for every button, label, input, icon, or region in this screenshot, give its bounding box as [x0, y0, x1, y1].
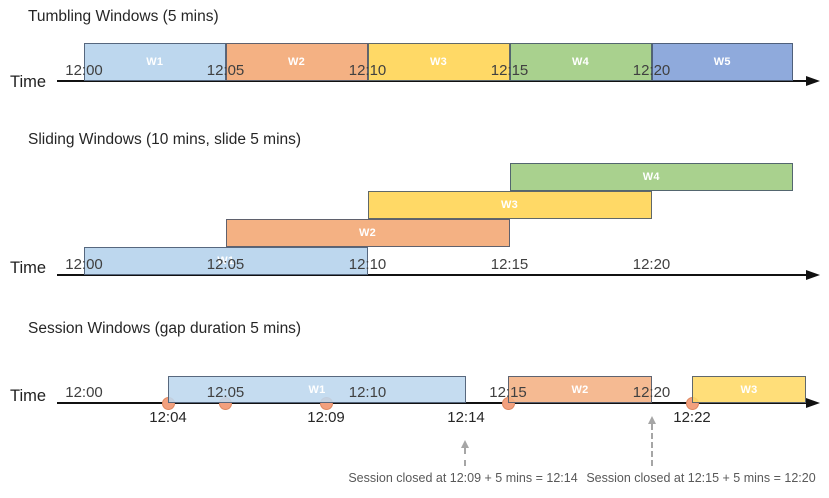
diagram-title: Sliding Windows (10 mins, slide 5 mins) [28, 131, 302, 148]
tick-label: 12:20 [632, 256, 671, 273]
time-axis-label: Time [10, 259, 47, 277]
session-close-arrow-icon [648, 416, 657, 468]
arrow-dashed-tail [651, 424, 653, 466]
tick-label: 12:15 [490, 62, 529, 79]
window-label: W1 [217, 255, 235, 267]
window-box-w4: W4 [509, 163, 793, 191]
arrow-up-head-icon [648, 416, 656, 424]
event-time-label: 12:09 [307, 409, 345, 426]
timeline [57, 274, 806, 276]
arrow-dashed-tail [464, 448, 466, 466]
window-box-w1: W1 [168, 376, 466, 403]
session-close-arrow-icon [461, 440, 470, 468]
event-time-label: 12:14 [447, 409, 485, 426]
timeline-arrowhead-icon [806, 270, 820, 280]
window-label: W4 [571, 56, 590, 68]
tick-label: 12:05 [206, 256, 245, 273]
window-box-w2: W2 [225, 43, 368, 81]
tick-label: 12:15 [489, 384, 527, 401]
window-label: W5 [713, 56, 731, 68]
window-label: W2 [287, 56, 306, 68]
session-annotation: Session closed at 12:09 + 5 mins = 12:14 [348, 471, 578, 485]
window-label: W4 [642, 171, 660, 183]
window-box-w1: W1 [84, 247, 368, 275]
tick-label: 12:05 [206, 384, 245, 401]
window-label: W2 [571, 383, 589, 396]
event-time-label: 12:22 [673, 409, 711, 426]
tick-label: 12:00 [65, 384, 103, 401]
window-label: W2 [358, 227, 377, 239]
window-label: W3 [740, 383, 758, 396]
timeline-arrowhead-icon [806, 76, 820, 86]
window-label: W3 [500, 199, 519, 211]
arrow-up-head-icon [461, 440, 469, 448]
window-box-w5: W5 [651, 43, 793, 81]
tick-label: 12:00 [65, 62, 103, 79]
window-label: W1 [146, 56, 164, 68]
time-axis-label: Time [10, 73, 47, 91]
timeline [57, 80, 806, 82]
session-annotation: Session closed at 12:15 + 5 mins = 12:20 [586, 471, 816, 485]
tick-label: 12:10 [348, 256, 387, 273]
window-label: W3 [429, 56, 448, 68]
event-time-label: 12:04 [149, 409, 187, 426]
tick-label: 12:10 [348, 384, 387, 401]
timeline-arrowhead-icon [806, 398, 820, 408]
time-axis-label: Time [10, 387, 47, 405]
window-box-w3: W3 [367, 191, 652, 219]
window-box-w3: W3 [367, 43, 510, 81]
window-box-w3: W3 [692, 376, 806, 403]
tick-label: 12:05 [206, 62, 245, 79]
tick-label: 12:20 [632, 62, 671, 79]
window-box-w2: W2 [225, 219, 510, 247]
window-box-w2: W2 [508, 376, 652, 403]
window-label: W1 [308, 383, 326, 396]
tick-label: 12:20 [632, 384, 671, 401]
tick-label: 12:10 [348, 62, 387, 79]
diagram-title: Session Windows (gap duration 5 mins) [28, 320, 302, 337]
timeline [57, 402, 806, 404]
window-box-w4: W4 [509, 43, 652, 81]
window-box-w1: W1 [84, 43, 226, 81]
tick-label: 12:00 [65, 256, 103, 273]
tick-label: 12:15 [490, 256, 529, 273]
diagram-title: Tumbling Windows (5 mins) [28, 8, 219, 25]
